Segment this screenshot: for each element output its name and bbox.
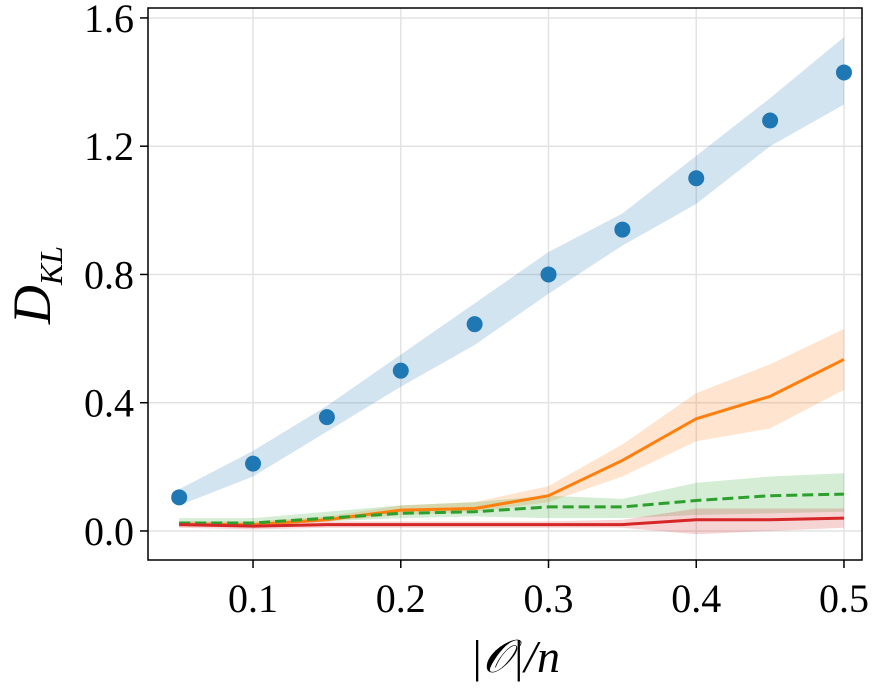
data-point: [540, 266, 557, 283]
error-band: [179, 37, 844, 506]
y-tick-label: 0.4: [84, 381, 134, 426]
data-point: [392, 362, 409, 379]
y-tick-label: 1.2: [84, 124, 134, 169]
y-tick-label: 0.8: [84, 252, 134, 297]
data-line: [179, 516, 845, 528]
data-point: [688, 170, 705, 187]
y-tick-label: 0.0: [84, 509, 134, 554]
data-point: [318, 409, 335, 426]
error-band: [179, 473, 844, 527]
data-point: [762, 112, 779, 129]
data-point: [466, 316, 483, 333]
y-axis-label-sub: KL: [33, 246, 69, 286]
x-tick-label: 0.4: [671, 576, 721, 621]
x-tick-label: 0.1: [228, 576, 278, 621]
data-point: [614, 221, 631, 238]
plot-frame: [147, 7, 863, 561]
data-point: [245, 455, 262, 472]
data-line: [179, 358, 845, 527]
error-band: [179, 328, 844, 527]
y-axis-label-main: D: [2, 285, 62, 325]
x-tick-label: 0.5: [819, 576, 869, 621]
y-axis-label: DKL: [2, 246, 69, 325]
x-tick-label: 0.3: [524, 576, 574, 621]
y-tick-label: 1.6: [84, 0, 134, 41]
error-band: [179, 508, 844, 535]
data-point: [171, 489, 188, 506]
data-point: [835, 64, 852, 81]
x-axis-label: |𝒪|/n: [470, 631, 560, 682]
x-tick-label: 0.2: [376, 576, 426, 621]
data-line: [179, 492, 845, 525]
